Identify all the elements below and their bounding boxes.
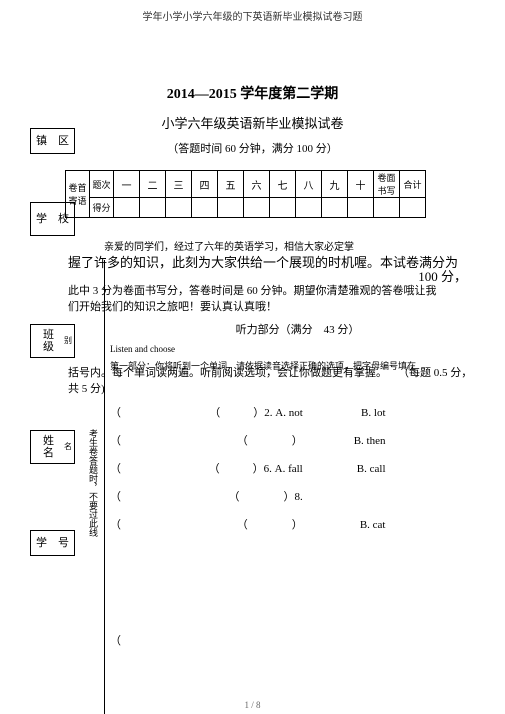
col-2: 二 (140, 171, 166, 198)
title-sub: 小学六年级英语新毕业模拟试卷 (0, 113, 505, 132)
score-table: 卷首寄语 题次 一 二 三 四 五 六 七 八 九 十 卷面书写 合计 得分 (65, 170, 426, 218)
cell (374, 198, 400, 218)
doc-header: 学年小学小学六年级的下英语新毕业模拟试卷习题 (0, 0, 505, 23)
title-info: （答题时间 60 分钟，满分 100 分） (0, 140, 505, 156)
listening-title: 听力部分（满分 43 分） (110, 322, 485, 339)
q-row-2: （ （ ） B. then (110, 432, 475, 448)
col-9: 九 (322, 171, 348, 198)
cell (166, 198, 192, 218)
sidebox-num: 学 号 (30, 530, 75, 556)
cell (296, 198, 322, 218)
cell (244, 198, 270, 218)
listen-sub: Listen and choose (110, 343, 485, 357)
cell (348, 198, 374, 218)
sidebox-name: 姓 名名 (30, 430, 75, 464)
q-row-1: （ （ ）2. A. not B. lot (110, 404, 475, 420)
intro-line2: 此中 3 分为卷面书写分，答卷时间是 60 分钟。期望你清楚雅观的答卷哦让我 (68, 282, 437, 298)
title-main: 2014—2015 学年度第二学期 (0, 83, 505, 103)
sidebox-name-label: 姓 名 (33, 435, 64, 459)
col-extra1: 卷面书写 (374, 171, 400, 198)
sidebox-school: 学 校 (30, 202, 75, 236)
col-8: 八 (296, 171, 322, 198)
sidebox-class: 班 级别 (30, 324, 75, 358)
section-desc2: 括号内。每个单词读两遍。听前阅读选项，会让你做题更有掌握。 （每题 0.5 分， (68, 364, 485, 380)
vertical-divider (104, 260, 105, 714)
col-extra2: 合计 (400, 171, 426, 198)
col-1: 一 (114, 171, 140, 198)
q-row-3: （ （ ）6. A. fall B. call (110, 460, 475, 476)
col-3: 三 (166, 171, 192, 198)
sidebox-class-sub: 别 (64, 337, 72, 346)
intro-big: 握了许多的知识，此刻为大家供给一个展现的时机喔。本试卷满分为 (68, 252, 458, 271)
sidebox-town: 镇 区 (30, 128, 75, 154)
intro-line1: 亲爱的同学们，经过了六年的英语学习，相信大家必定掌 (104, 238, 354, 253)
col-4: 四 (192, 171, 218, 198)
cell (400, 198, 426, 218)
q-row-5: （ （ ） B. cat (110, 516, 475, 532)
cell (218, 198, 244, 218)
cell (114, 198, 140, 218)
sidebox-class-label: 班 级 (33, 329, 64, 353)
cell (270, 198, 296, 218)
col-7: 七 (270, 171, 296, 198)
col-10: 十 (348, 171, 374, 198)
score-row1-label: 题次 (90, 171, 114, 198)
cell (192, 198, 218, 218)
score-row2-label: 得分 (90, 198, 114, 218)
vertical-strip-text: 考生卷答题时，不要过此线 (90, 268, 102, 698)
col-6: 六 (244, 171, 270, 198)
q-row-6: （ (110, 632, 475, 648)
q-row-4: （ （ ）8. (110, 488, 475, 504)
cell (140, 198, 166, 218)
page-footer: 1 / 8 (0, 700, 505, 710)
col-5: 五 (218, 171, 244, 198)
cell (322, 198, 348, 218)
section-desc3: 共 5 分) (68, 380, 105, 396)
sidebox-name-sub: 名 (64, 443, 72, 452)
